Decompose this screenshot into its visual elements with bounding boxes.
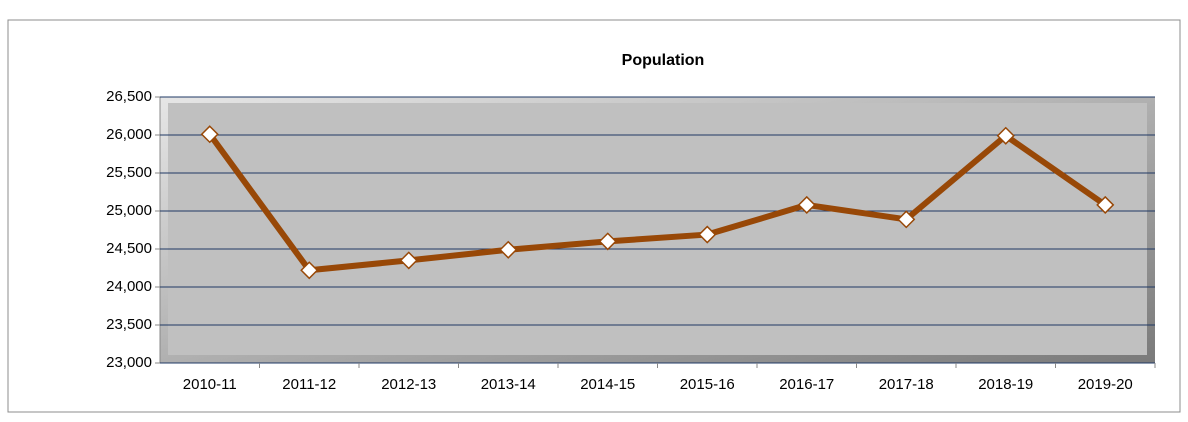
y-tick-label: 23,000 — [106, 354, 152, 371]
y-tick-label: 26,500 — [106, 88, 152, 105]
x-tick-label: 2018-19 — [978, 376, 1033, 393]
marker — [200, 125, 219, 144]
x-tick-label: 2014-15 — [580, 376, 635, 393]
plot-area — [168, 103, 1147, 355]
x-tick-label: 2015-16 — [680, 376, 735, 393]
marker — [1096, 195, 1115, 214]
y-tick-label: 25,000 — [106, 202, 152, 219]
y-tick-label: 25,500 — [106, 164, 152, 181]
x-tick-label: 2011-12 — [282, 376, 336, 393]
marker — [598, 232, 617, 251]
y-tick-label: 24,500 — [106, 240, 152, 257]
x-tick-label: 2016-17 — [779, 376, 834, 393]
x-tick-label: 2012-13 — [381, 376, 436, 393]
x-tick-label: 2013-14 — [481, 376, 536, 393]
x-tick-label: 2019-20 — [1078, 376, 1133, 393]
marker — [996, 126, 1015, 145]
x-tick-label: 2010-11 — [183, 376, 237, 393]
y-tick-label: 24,000 — [106, 278, 152, 295]
chart-title: Population — [622, 52, 705, 69]
y-tick-label: 23,500 — [106, 316, 152, 333]
marker — [698, 225, 717, 244]
x-tick-label: 2017-18 — [879, 376, 934, 393]
marker — [399, 251, 418, 270]
marker — [797, 195, 816, 214]
marker — [897, 210, 916, 229]
marker — [499, 240, 518, 259]
line — [207, 132, 1107, 274]
marker — [300, 261, 319, 280]
y-tick-label: 26,000 — [106, 126, 152, 143]
